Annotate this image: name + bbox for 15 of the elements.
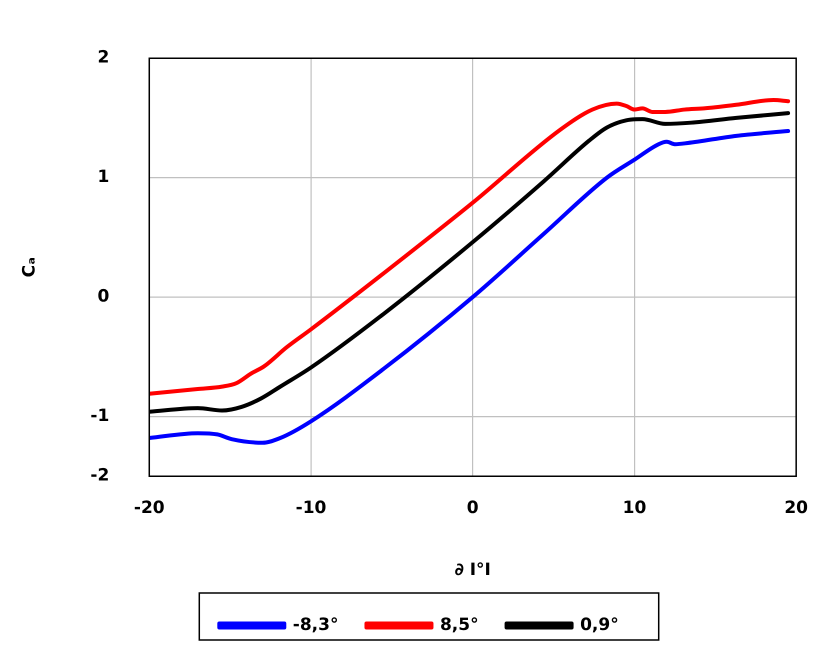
x-tick-label: -10	[296, 498, 327, 518]
x-tick-label: 20	[784, 498, 808, 518]
y-axis-title: Cₐ	[20, 257, 40, 278]
legend-label: 8,5°	[440, 614, 479, 635]
y-tick-label: 1	[97, 167, 110, 188]
y-tick-label: 2	[97, 48, 110, 68]
x-tick-label: -20	[134, 498, 165, 518]
legend-label: -8,3°	[292, 614, 338, 635]
x-tick-label: 0	[466, 498, 479, 518]
y-tick-label: 0	[97, 286, 110, 306]
x-tick-label: 10	[622, 498, 646, 518]
y-tick-label: -1	[90, 406, 110, 426]
y-tick-label: -2	[90, 466, 110, 486]
legend-label: 0,9°	[580, 614, 619, 635]
x-axis-title: ∂ I°I	[454, 560, 491, 580]
